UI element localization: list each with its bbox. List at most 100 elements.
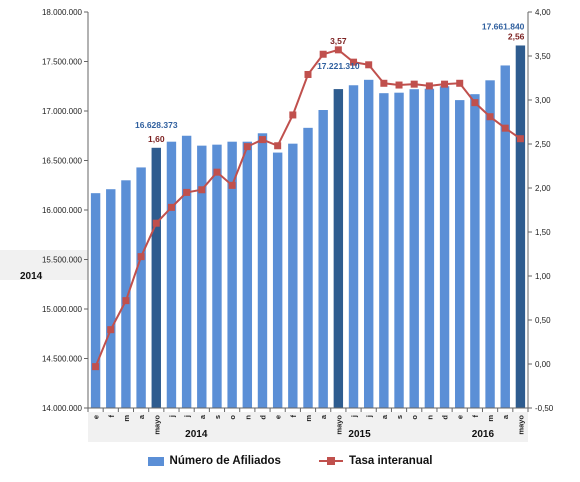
y-left-tick-label-2: 15.000.000 (42, 305, 83, 314)
bar-26 (485, 80, 495, 408)
rate-point-28 (516, 135, 524, 143)
bar-16 (333, 89, 344, 408)
category-label-28: mayo (516, 415, 525, 435)
rate-point-23 (441, 80, 449, 88)
category-label-22: n (425, 415, 434, 420)
category-labels: e f m a mayo j j a s o n d e f m a mayo j j a s o n d e f m a mayo 20… (92, 414, 526, 440)
category-label-17: j (350, 415, 359, 418)
category-label-25: f (471, 415, 480, 418)
y-right-tick-label-9: 4,00 (535, 8, 551, 17)
rate-point-4 (152, 219, 160, 227)
category-label-20: s (395, 415, 404, 419)
rate-point-9 (228, 181, 236, 189)
y-left-tick-label-4: 16.000.000 (42, 206, 83, 215)
category-label-3: a (137, 414, 146, 419)
y-right-tick-label-2: 0,50 (535, 316, 551, 325)
rate-point-25 (471, 99, 479, 107)
category-label-18: j (365, 415, 374, 418)
y-left-tick-label-1: 14.500.000 (42, 355, 83, 364)
rate-point-2 (122, 297, 130, 305)
bar-28 (515, 45, 526, 408)
y-right-tick-label-0: -0,50 (535, 404, 554, 413)
y-left-tick-label-7: 17.500.000 (42, 58, 83, 67)
annotation-1: 1,60 (148, 134, 165, 144)
year-band (88, 412, 528, 442)
annotation-2: 17.221.310 (317, 61, 360, 71)
bar-25 (470, 94, 480, 409)
rate-point-20 (395, 81, 403, 89)
y-left-tick-label-3: 15.500.000 (42, 256, 83, 265)
bar-10 (242, 141, 253, 408)
bar-13 (288, 143, 298, 409)
year-label-0: 2014 (185, 429, 208, 440)
category-label-15: a (319, 414, 328, 419)
legend-item-tasa: Tasa interanual (318, 455, 433, 467)
y-right-tick-label-4: 1,50 (535, 228, 551, 237)
bar-7 (197, 145, 207, 408)
rate-point-17 (350, 58, 358, 66)
annotation-5: 2,56 (508, 31, 525, 41)
category-label-1: f (107, 415, 116, 418)
category-label-10: n (243, 415, 252, 420)
y-left-tick-label-8: 18.000.000 (42, 8, 83, 17)
legend-label-tasa: Tasa interanual (348, 455, 433, 467)
category-label-0: e (92, 415, 101, 419)
annotation-0: 16.628.373 (135, 120, 178, 130)
rate-point-15 (319, 50, 327, 58)
category-label-19: a (380, 414, 389, 419)
category-label-6: j (183, 415, 192, 418)
category-label-12: e (274, 415, 283, 419)
category-label-27: a (501, 414, 510, 419)
bar-24 (455, 100, 465, 409)
rate-point-7 (198, 186, 206, 194)
rate-point-6 (183, 188, 191, 196)
bar-6 (181, 135, 192, 408)
rate-point-19 (380, 79, 388, 87)
side-band (0, 250, 88, 280)
bar-19 (379, 93, 389, 409)
y-left-tick-label-6: 17.000.000 (42, 107, 83, 116)
bar-20 (394, 92, 404, 408)
rate-point-13 (289, 111, 297, 119)
bar-18 (363, 79, 374, 408)
rate-point-0 (92, 363, 100, 371)
rate-point-1 (107, 326, 115, 334)
y-right-tick-label-8: 3,50 (535, 52, 551, 61)
legend: Número de Afiliados Tasa interanual (0, 455, 580, 467)
category-label-8: s (213, 415, 222, 419)
category-label-16: mayo (334, 415, 343, 435)
rate-point-8 (213, 168, 221, 176)
rate-point-3 (137, 253, 145, 261)
y-left-tick-label-0: 14.000.000 (42, 404, 83, 413)
category-label-4: mayo (152, 415, 161, 435)
bar-14 (303, 127, 313, 408)
category-label-2: m (122, 415, 131, 422)
rate-point-10 (243, 143, 251, 151)
legend-item-afiliados: Número de Afiliados (147, 455, 281, 467)
annotations-layer: 16.628.373 1,60 17.221.310 3,57 17.661.8402,… (135, 21, 525, 143)
bar-12 (272, 152, 283, 408)
year-label-2: 2016 (472, 429, 495, 440)
rate-point-22 (425, 82, 433, 90)
bars-layer (90, 45, 526, 409)
category-label-7: a (198, 414, 207, 419)
bar-1 (106, 189, 116, 408)
y-right-tick-label-1: 0,00 (535, 360, 551, 369)
chart: 2014 14.000.000 14.500.000 15.000.000 15.50… (0, 8, 554, 442)
y-right-tick-label-7: 3,00 (535, 96, 551, 105)
category-label-24: e (456, 415, 465, 419)
bar-22 (424, 88, 435, 408)
annotation-4: 17.661.840 (482, 21, 525, 31)
rate-point-21 (410, 80, 418, 88)
annotation-3: 3,57 (330, 36, 347, 46)
rate-point-16 (334, 46, 342, 54)
rate-point-5 (167, 203, 175, 211)
bar-15 (318, 110, 328, 408)
bar-23 (439, 86, 450, 408)
bar-0 (90, 193, 101, 408)
axes-layer: 14.000.000 14.500.000 15.000.000 15.500.000… (42, 8, 554, 413)
bar-4 (151, 147, 161, 409)
rate-point-14 (304, 70, 312, 78)
legend-label-afiliados: Número de Afiliados (169, 455, 281, 467)
rate-point-18 (365, 61, 373, 69)
